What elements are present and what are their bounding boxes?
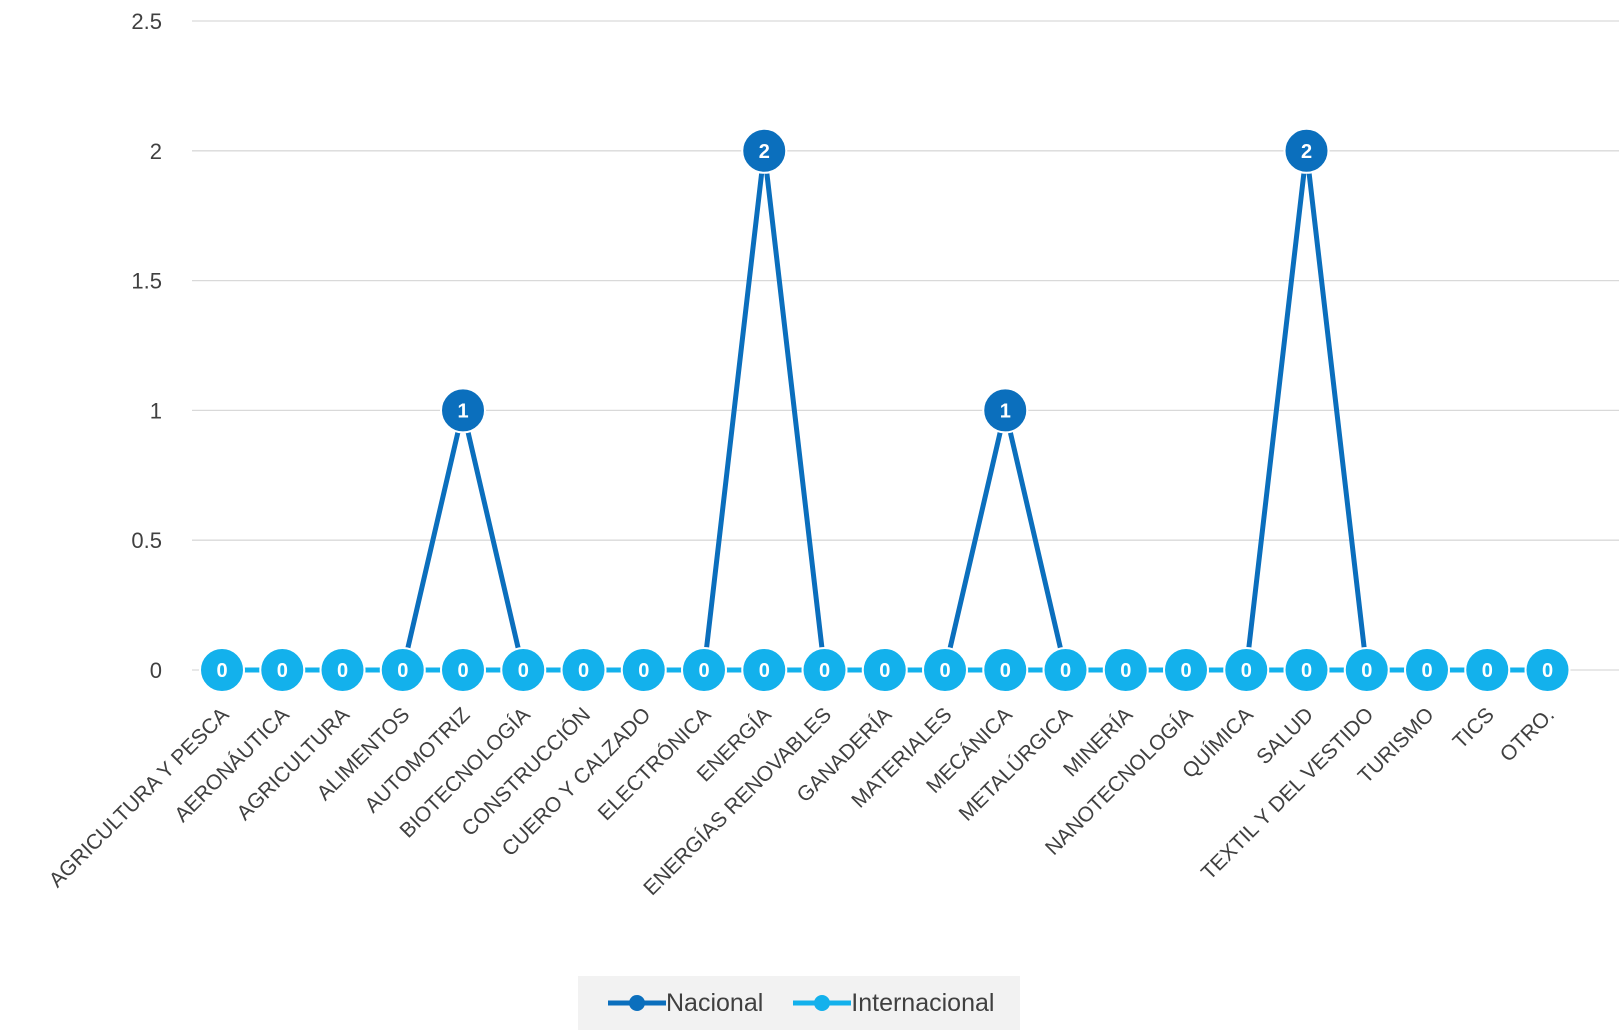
x-tick-label: OTRO. [1496, 703, 1559, 766]
data-point-internacional [801, 647, 848, 693]
data-label-internacional: 0 [216, 660, 227, 682]
data-label-internacional: 0 [819, 660, 830, 682]
data-label-internacional: 0 [1361, 660, 1372, 682]
legend-item-nacional[interactable]: Nacional [608, 989, 763, 1018]
data-label-internacional: 0 [1060, 660, 1071, 682]
y-tick-label: 2 [150, 139, 162, 164]
data-point-internacional [1283, 647, 1330, 693]
data-point-internacional [1102, 647, 1149, 693]
data-point-internacional [1464, 647, 1511, 693]
data-label-internacional: 0 [457, 660, 468, 682]
y-tick-label: 1.5 [131, 269, 162, 294]
legend-item-internacional[interactable]: Internacional [793, 989, 994, 1018]
legend-marker-internacional [793, 995, 852, 1011]
data-point-internacional [199, 647, 245, 693]
data-label-internacional: 0 [1120, 660, 1131, 682]
x-tick-label: TICS [1449, 703, 1499, 753]
legend-label-internacional: Internacional [851, 988, 995, 1017]
legend: Nacional Internacional [578, 976, 1021, 1030]
legend-marker-nacional [608, 995, 666, 1011]
data-point-internacional [982, 647, 1029, 693]
data-label-nacional: 1 [457, 400, 468, 422]
data-label-internacional: 0 [578, 660, 589, 682]
data-point-internacional [1524, 647, 1571, 693]
y-tick-label: 0 [150, 658, 162, 683]
data-label-internacional: 0 [1301, 660, 1312, 682]
data-point-internacional [500, 647, 547, 693]
data-label-internacional: 0 [277, 660, 288, 682]
data-label-internacional: 0 [1482, 660, 1493, 682]
data-point-nacional [440, 387, 486, 434]
data-label-nacional: 1 [1000, 400, 1011, 422]
data-point-internacional [922, 647, 968, 693]
data-label-internacional: 0 [397, 660, 408, 682]
data-label-internacional: 0 [1421, 660, 1432, 682]
data-point-internacional [861, 647, 908, 693]
data-point-internacional [560, 647, 607, 693]
data-point-nacional [741, 127, 788, 174]
data-point-internacional [440, 647, 486, 693]
data-label-internacional: 0 [518, 660, 529, 682]
data-point-nacional [1283, 127, 1330, 174]
data-point-internacional [379, 647, 426, 693]
data-label-internacional: 0 [1542, 660, 1553, 682]
data-label-internacional: 0 [698, 660, 709, 682]
legend-label-nacional: Nacional [666, 988, 764, 1017]
data-label-internacional: 0 [337, 660, 348, 682]
data-label-internacional: 0 [759, 660, 770, 682]
x-tick-label: AUTOMOTRIZ [360, 703, 474, 817]
data-label-nacional: 2 [759, 141, 770, 163]
y-tick-label: 0.5 [131, 528, 162, 553]
data-label-nacional: 2 [1301, 141, 1312, 163]
gridlines [192, 20, 1619, 671]
data-point-internacional [1042, 647, 1089, 693]
data-point-internacional [1163, 647, 1209, 693]
data-point-internacional [259, 647, 306, 693]
data-label-internacional: 0 [879, 660, 890, 682]
data-point-internacional [741, 647, 788, 693]
data-label-internacional: 0 [1241, 660, 1252, 682]
data-point-internacional [1404, 647, 1450, 693]
y-axis-ticks: 0 0.5 1 1.5 2 2.5 [131, 9, 162, 683]
y-tick-label: 1 [150, 398, 162, 423]
data-label-internacional: 0 [1180, 660, 1191, 682]
data-label-internacional: 0 [939, 660, 950, 682]
data-label-internacional: 0 [1000, 660, 1011, 682]
data-point-internacional [681, 647, 727, 693]
data-point-internacional [620, 647, 667, 693]
y-tick-label: 2.5 [131, 9, 162, 34]
data-point-internacional [1223, 647, 1270, 693]
data-point-internacional [319, 647, 366, 693]
x-axis-ticks: AGRICULTURA Y PESCAAERONÁUTICAAGRICULTUR… [45, 703, 1559, 900]
series-layer: 1 2 1 2 0 0 0 0 0 0 0 0 0 0 0 0 0 0 0 0 0 0 0 0 0 0 0 [199, 127, 1571, 693]
data-point-nacional [982, 387, 1029, 434]
x-tick-label: AGRICULTURA [232, 703, 354, 825]
data-point-internacional [1343, 647, 1390, 693]
data-label-internacional: 0 [638, 660, 649, 682]
